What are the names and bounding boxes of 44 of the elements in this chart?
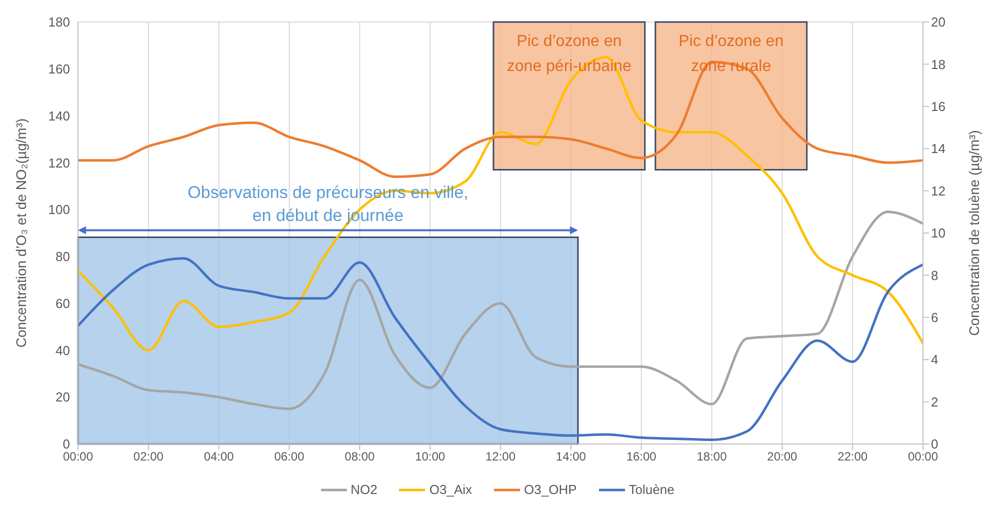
line-series	[78, 210, 923, 410]
y2-tick-label: 18	[931, 56, 946, 72]
y-tick-label: 20	[56, 390, 70, 405]
y2-axis-title: Concentration de toluène (µg/m³)	[966, 130, 982, 336]
y-tick-label: 40	[56, 342, 70, 358]
y2-tick-label: 4	[931, 352, 938, 368]
y2-tick-label: 12	[931, 183, 946, 198]
x-tick-label: 10:00	[415, 450, 446, 464]
y-tick-label: 120	[48, 155, 70, 170]
x-tick-label: 02:00	[133, 450, 164, 464]
line-series	[78, 56, 923, 352]
y-tick-label: 100	[48, 202, 70, 218]
y-tick-label: 80	[56, 249, 70, 264]
legend-label: O3_OHP	[523, 482, 577, 497]
x-tick-label: 00:00	[62, 450, 94, 464]
x-tick-label: 12:00	[485, 450, 516, 464]
x-tick-label: 22:00	[838, 450, 868, 464]
x-tick-label: 16:00	[626, 450, 657, 464]
y-tick-label: 0	[62, 436, 70, 452]
x-tick-label: 08:00	[344, 450, 376, 464]
x-tick-label: 06:00	[274, 450, 305, 464]
line-series	[78, 60, 923, 178]
legend-label: NO2	[350, 482, 378, 497]
y-tick-label: 140	[48, 108, 70, 124]
y2-tick-label: 2	[931, 394, 938, 410]
legend-label: Toluène	[628, 482, 674, 497]
y2-tick-label: 0	[931, 436, 938, 452]
y-axis-title: Concentration d’O₃ et de NO₂(µg/m³)	[12, 118, 29, 348]
y-tick-label: 60	[56, 296, 70, 311]
y2-tick-label: 10	[931, 226, 946, 241]
y2-tick-label: 16	[931, 99, 946, 114]
y2-tick-label: 6	[931, 310, 938, 326]
x-tick-label: 04:00	[204, 450, 234, 464]
x-tick-label: 18:00	[696, 450, 728, 464]
y-tick-label: 160	[48, 62, 70, 77]
y2-tick-label: 14	[931, 141, 946, 156]
y-tick-label: 180	[48, 14, 70, 30]
x-tick-label: 20:00	[767, 450, 798, 464]
x-tick-label: 14:00	[556, 450, 586, 464]
legend-label: O3_Aix	[428, 482, 472, 497]
y2-tick-label: 8	[931, 268, 938, 283]
y2-tick-label: 20	[931, 14, 946, 30]
x-tick-label: 00:00	[908, 450, 938, 464]
line-series	[78, 257, 923, 442]
